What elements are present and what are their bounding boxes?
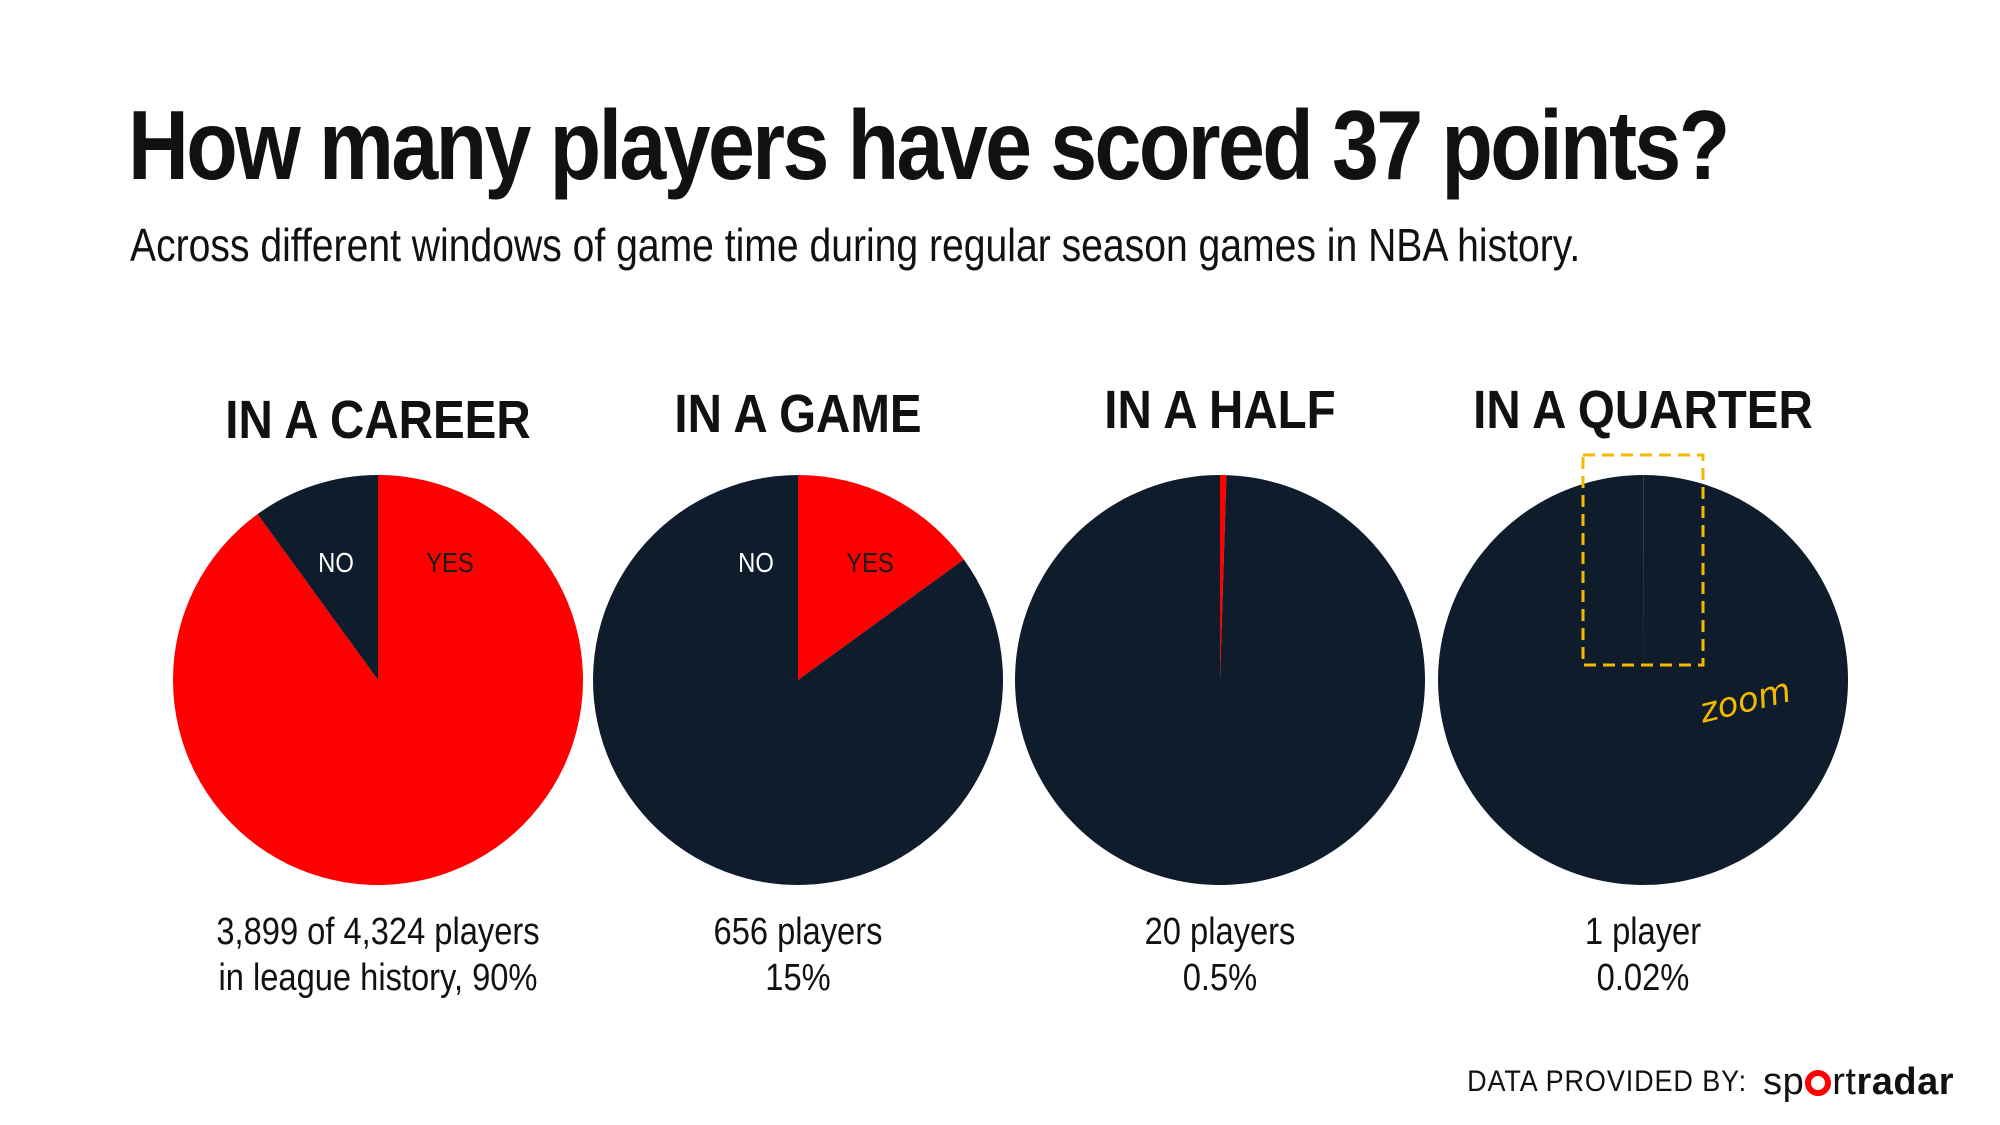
slice-label: YES <box>846 546 894 578</box>
pie-caption: 3,899 of 4,324 players <box>216 910 539 953</box>
chart-title: How many players have scored 37 points? <box>128 90 1730 200</box>
slice-label: NO <box>738 546 774 578</box>
pie-caption: 0.02% <box>1597 956 1690 999</box>
pie-slice <box>593 475 1004 885</box>
zoom-box <box>1581 453 1705 667</box>
pie-caption: 0.5% <box>1183 956 1257 999</box>
pie-caption: 656 players <box>714 910 883 953</box>
pie-slice <box>257 475 378 680</box>
pie-caption: 1 player <box>1585 910 1701 953</box>
sportradar-logo: sp rt radar <box>1763 1060 1954 1103</box>
pie-slice <box>1014 475 1425 885</box>
data-credit: DATA PROVIDED BY: sp rt radar <box>1436 1060 1954 1103</box>
slice-label: YES <box>426 546 474 578</box>
slice-label: NO <box>318 546 354 578</box>
pie-title: IN A CAREER <box>225 389 530 450</box>
pie-caption: 20 players <box>1145 910 1296 953</box>
pie-caption: 15% <box>765 956 830 999</box>
data-credit-label: DATA PROVIDED BY: <box>1467 1065 1748 1098</box>
pie-title: IN A HALF <box>1104 379 1335 440</box>
chart-subtitle: Across different windows of game time du… <box>130 219 1581 271</box>
pie-slice <box>798 475 964 680</box>
pie-title: IN A GAME <box>674 383 921 444</box>
pie-title: IN A QUARTER <box>1473 379 1813 440</box>
pie-slice <box>1438 475 1849 885</box>
pie-caption: in league history, 90% <box>219 956 538 999</box>
pie-slice <box>1220 475 1227 680</box>
